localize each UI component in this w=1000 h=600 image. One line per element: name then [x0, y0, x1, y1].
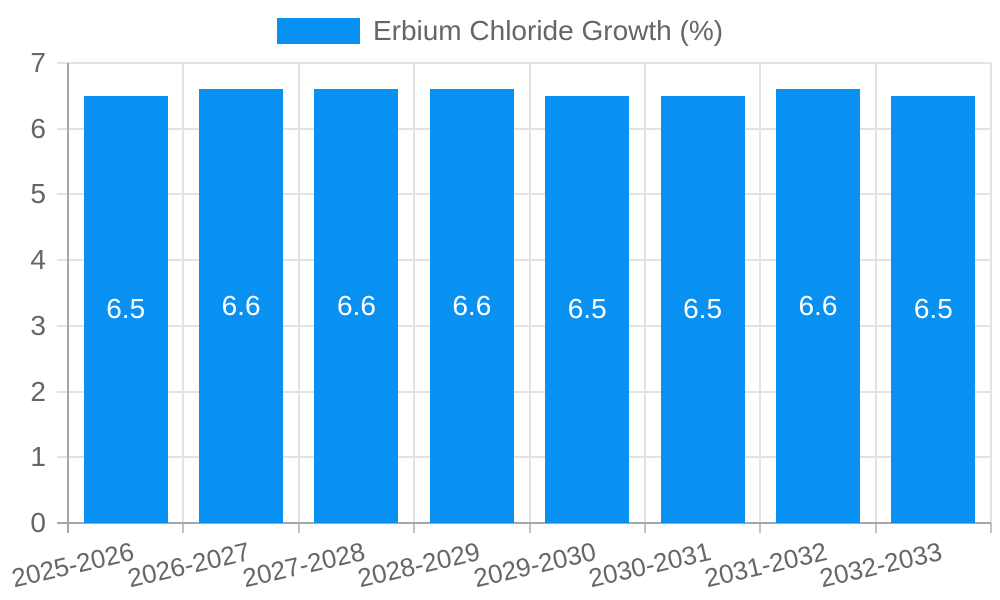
bar[interactable] — [891, 95, 976, 523]
y-gridline — [57, 456, 991, 459]
x-gridline — [643, 63, 646, 523]
y-tick-label: 6 — [30, 112, 46, 144]
y-tick-label: 5 — [30, 178, 46, 210]
y-tick-label: 1 — [30, 441, 46, 473]
bar[interactable] — [314, 89, 399, 523]
bar[interactable] — [775, 89, 860, 523]
x-gridline — [413, 63, 416, 523]
x-gridline — [182, 63, 185, 523]
bar[interactable] — [429, 89, 514, 523]
bar[interactable] — [83, 95, 168, 523]
x-tick-label: 2025-2026 — [9, 536, 137, 594]
bar[interactable] — [199, 89, 284, 523]
bar[interactable] — [660, 95, 745, 523]
bar-value-label: 6.5 — [567, 293, 607, 325]
bar-value-label: 6.6 — [798, 290, 838, 322]
y-gridline — [57, 127, 991, 130]
legend-swatch — [276, 18, 360, 44]
bar-value-label: 6.6 — [452, 290, 492, 322]
bar[interactable] — [545, 95, 630, 523]
x-tick-label: 2026-2027 — [124, 536, 253, 594]
legend-label: Erbium Chloride Growth (%) — [372, 15, 724, 46]
y-gridline — [57, 193, 991, 196]
x-tick-label: 2028-2029 — [355, 536, 484, 594]
x-tick-mark — [182, 523, 185, 533]
x-gridline — [874, 63, 877, 523]
x-gridline — [528, 63, 531, 523]
x-gridline — [297, 63, 300, 523]
bar-value-label: 6.6 — [336, 290, 376, 322]
x-tick-label: 2029-2030 — [470, 536, 599, 594]
x-tick-label: 2032-2033 — [816, 536, 945, 594]
x-gridline — [990, 63, 992, 523]
y-gridline — [57, 259, 991, 262]
x-tick-mark — [759, 523, 762, 533]
bar-value-label: 6.5 — [913, 293, 953, 325]
x-tick-mark — [874, 523, 877, 533]
x-tick-mark — [528, 523, 531, 533]
y-tick-label: 0 — [30, 507, 46, 538]
x-tick-label: 2027-2028 — [239, 536, 368, 594]
x-tick-mark — [643, 523, 646, 533]
bar-value-label: 6.5 — [683, 293, 723, 325]
x-gridline — [759, 63, 762, 523]
bar-value-label: 6.6 — [221, 290, 261, 322]
y-gridline — [57, 324, 991, 327]
y-tick-label: 3 — [30, 309, 46, 341]
y-tick-label: 4 — [30, 244, 46, 276]
y-gridline — [57, 390, 991, 393]
x-tick-label: 2030-2031 — [585, 536, 714, 594]
x-tick-label: 2031-2032 — [701, 536, 830, 594]
x-tick-mark — [990, 523, 992, 533]
bar-value-label: 6.5 — [106, 293, 146, 325]
x-axis-line — [57, 522, 991, 524]
legend[interactable]: Erbium Chloride Growth (%) — [0, 17, 1000, 45]
y-axis-line — [67, 63, 69, 533]
x-tick-mark — [413, 523, 416, 533]
y-tick-label: 7 — [30, 47, 46, 78]
y-tick-label: 2 — [30, 375, 46, 407]
x-tick-mark — [297, 523, 300, 533]
y-gridline — [57, 62, 991, 64]
